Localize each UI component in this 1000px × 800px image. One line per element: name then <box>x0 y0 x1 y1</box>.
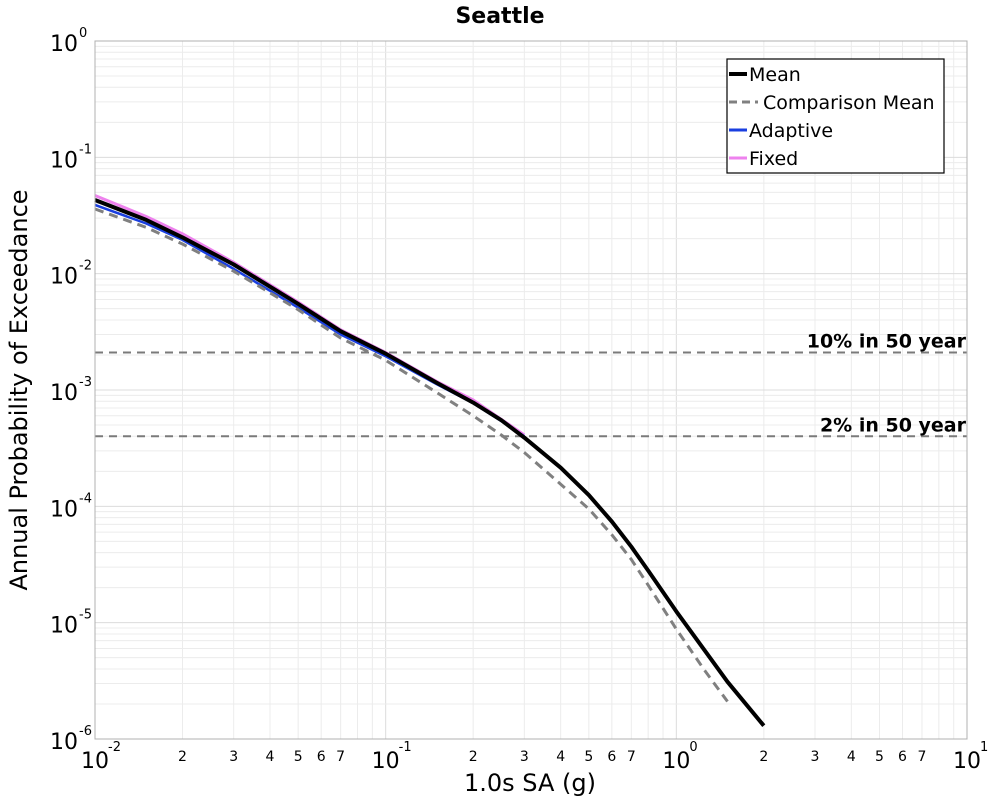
x-minor-tick-label: 4 <box>266 749 275 765</box>
y-tick-label: 10 <box>50 497 78 522</box>
x-tick-label: 10 <box>81 749 109 774</box>
y-tick-label: 10 <box>50 730 78 755</box>
x-minor-tick-label: 2 <box>759 749 768 765</box>
y-tick-exponent: -6 <box>79 724 92 739</box>
legend-box <box>726 58 945 174</box>
series-line-comparison-mean <box>94 207 729 703</box>
y-tick-exponent: -1 <box>79 142 92 157</box>
x-minor-tick-label: 7 <box>336 749 345 765</box>
y-tick-exponent: -5 <box>79 608 92 623</box>
x-tick-exponent: 1 <box>980 740 988 755</box>
x-minor-tick-label: 3 <box>229 749 238 765</box>
x-minor-tick-label: 2 <box>469 749 478 765</box>
x-tick-label: 10 <box>953 749 981 774</box>
legend-label-adaptive: Adaptive <box>749 120 833 142</box>
plot-frame <box>94 40 968 740</box>
x-minor-tick-label: 5 <box>294 749 303 765</box>
y-tick-exponent: -4 <box>79 491 92 506</box>
x-minor-tick-label: 5 <box>875 749 884 765</box>
grid <box>94 41 967 740</box>
y-tick-label: 10 <box>50 381 78 406</box>
legend: Mean Comparison Mean Adaptive Fixed <box>726 58 945 174</box>
x-minor-tick-label: 4 <box>556 749 565 765</box>
x-minor-tick-label: 3 <box>811 749 820 765</box>
legend-label-fixed: Fixed <box>749 148 798 170</box>
x-minor-tick-label: 7 <box>918 749 927 765</box>
x-minor-tick-label: 6 <box>317 749 326 765</box>
reference-lines: 10% in 50 year 2% in 50 year <box>95 331 967 438</box>
x-minor-tick-label: 4 <box>847 749 856 765</box>
x-minor-tick-label: 6 <box>898 749 907 765</box>
legend-label-comparison-mean: Comparison Mean <box>763 92 935 114</box>
y-tick-exponent: 0 <box>79 26 87 41</box>
reference-label: 2% in 50 year <box>820 414 967 436</box>
x-tick-exponent: -2 <box>108 740 121 755</box>
x-tick-label: 10 <box>662 749 690 774</box>
x-tick-exponent: -1 <box>399 740 412 755</box>
x-tick-label: 10 <box>372 749 400 774</box>
reference-label: 10% in 50 year <box>807 331 967 353</box>
chart-title: Seattle <box>455 4 544 29</box>
series-line-mean <box>94 198 766 727</box>
y-tick-label: 10 <box>50 265 78 290</box>
x-minor-tick-label: 3 <box>520 749 529 765</box>
x-minor-tick-label: 5 <box>584 749 593 765</box>
x-minor-tick-label: 7 <box>627 749 636 765</box>
y-tick-label: 10 <box>50 614 78 639</box>
y-tick-label: 10 <box>50 148 78 173</box>
y-tick-exponent: -2 <box>79 259 92 274</box>
y-axis-label: Annual Probability of Exceedance <box>5 189 33 590</box>
x-minor-tick-label: 6 <box>607 749 616 765</box>
x-tick-exponent: 0 <box>689 740 697 755</box>
y-tick-label: 10 <box>50 32 78 57</box>
x-axis-label: 1.0s SA (g) <box>464 769 596 797</box>
legend-label-mean: Mean <box>749 64 801 86</box>
series-lines <box>94 194 766 727</box>
x-minor-tick-label: 2 <box>178 749 187 765</box>
y-tick-exponent: -3 <box>79 375 92 390</box>
